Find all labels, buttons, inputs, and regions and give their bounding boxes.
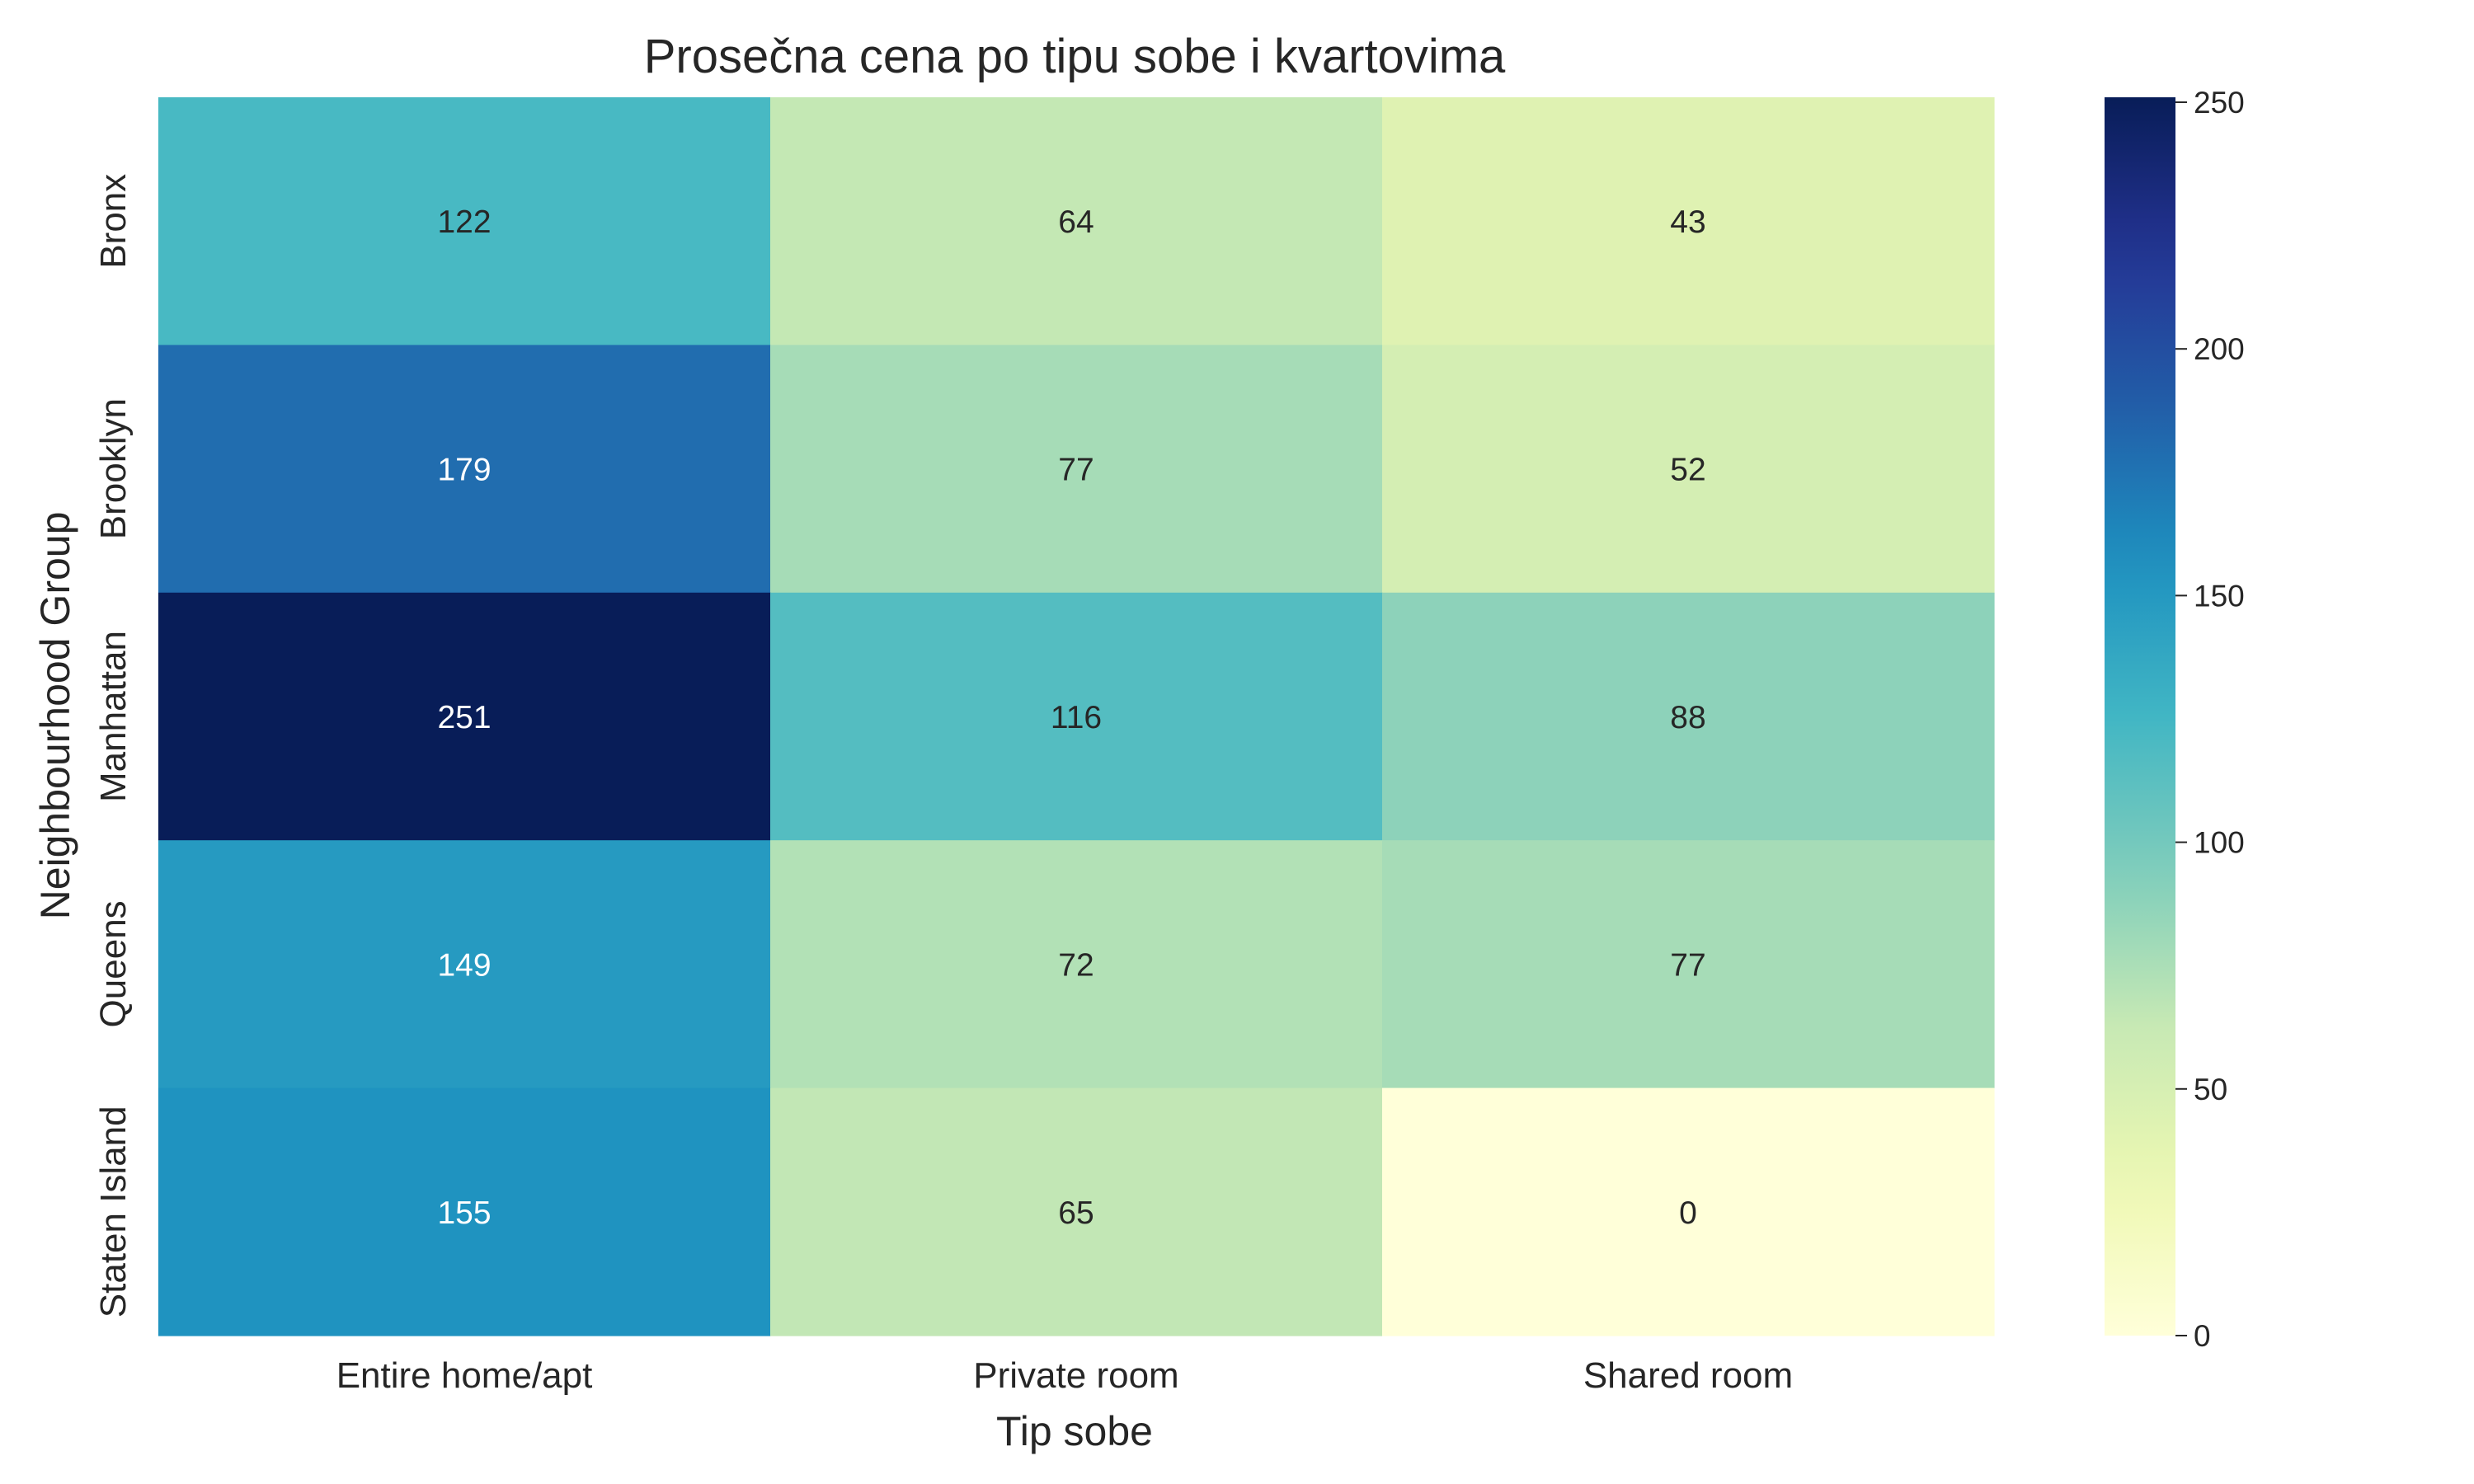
cell-value-label: 122 <box>437 204 491 240</box>
cell-bronx-private-room <box>770 97 1383 345</box>
y-tick-staten-island: Staten Island <box>93 1106 134 1317</box>
y-tick-bronx: Bronx <box>93 174 134 269</box>
colorbar-tick-label: 200 <box>2194 332 2245 366</box>
cell-value-label: 72 <box>1058 947 1094 983</box>
cell-value-labels: 122 64 43 179 77 52 251 116 88 149 72 77 155 65 0 <box>437 204 1705 1231</box>
cell-value-label: 77 <box>1058 453 1094 488</box>
heatmap-cells <box>158 97 1995 1336</box>
colorbar-tick-label: 0 <box>2194 1319 2211 1353</box>
cell-value-label: 43 <box>1670 204 1705 240</box>
x-axis-tick-labels: Entire home/apt Private room Shared room <box>336 1355 1793 1396</box>
colorbar <box>2105 97 2175 1336</box>
cell-brooklyn-entire-home-apt <box>158 345 771 594</box>
colorbar-tick-label: 100 <box>2194 826 2245 860</box>
y-axis-label: Neighbourhood Group <box>32 512 78 920</box>
cell-manhattan-private-room <box>770 592 1383 841</box>
x-tick-private-room: Private room <box>973 1355 1178 1396</box>
cell-value-label: 64 <box>1058 204 1094 240</box>
cell-manhattan-entire-home-apt <box>158 592 771 841</box>
cell-value-label: 149 <box>437 947 491 983</box>
x-tick-shared-room: Shared room <box>1583 1355 1793 1396</box>
cell-bronx-entire-home-apt <box>158 97 771 345</box>
y-axis-tick-labels: Bronx Brooklyn Manhattan Queens Staten Islan… <box>93 174 134 1318</box>
colorbar-ticks: 0 50 100 150 200 250 <box>2175 86 2245 1353</box>
colorbar-tick-label: 250 <box>2194 86 2245 120</box>
cell-brooklyn-private-room <box>770 345 1383 594</box>
cell-value-label: 251 <box>437 700 491 735</box>
cell-queens-entire-home-apt <box>158 840 771 1089</box>
cell-queens-private-room <box>770 840 1383 1089</box>
cell-value-label: 179 <box>437 453 491 488</box>
cell-queens-shared-room <box>1382 840 1995 1089</box>
cell-value-label: 155 <box>437 1195 491 1231</box>
x-axis-label: Tip sobe <box>996 1408 1153 1454</box>
cell-staten-island-entire-home-apt <box>158 1087 771 1336</box>
cell-staten-island-private-room <box>770 1087 1383 1336</box>
y-tick-manhattan: Manhattan <box>93 631 134 802</box>
colorbar-tick-label: 50 <box>2194 1073 2227 1106</box>
chart-title: Prosečna cena po tipu sobe i kvartovima <box>644 30 1506 83</box>
cell-bronx-shared-room <box>1382 97 1995 345</box>
colorbar-tick-label: 150 <box>2194 579 2245 613</box>
cell-staten-island-shared-room <box>1382 1087 1995 1336</box>
cell-value-label: 77 <box>1670 947 1705 983</box>
y-tick-brooklyn: Brooklyn <box>93 398 134 539</box>
y-tick-queens: Queens <box>93 900 134 1027</box>
cell-value-label: 0 <box>1679 1195 1697 1231</box>
cell-value-label: 88 <box>1670 700 1705 735</box>
cell-value-label: 116 <box>1051 700 1102 735</box>
cell-brooklyn-shared-room <box>1382 345 1995 594</box>
x-tick-entire-home-apt: Entire home/apt <box>336 1355 593 1396</box>
cell-value-label: 65 <box>1058 1195 1094 1231</box>
cell-manhattan-shared-room <box>1382 592 1995 841</box>
cell-value-label: 52 <box>1670 453 1705 488</box>
